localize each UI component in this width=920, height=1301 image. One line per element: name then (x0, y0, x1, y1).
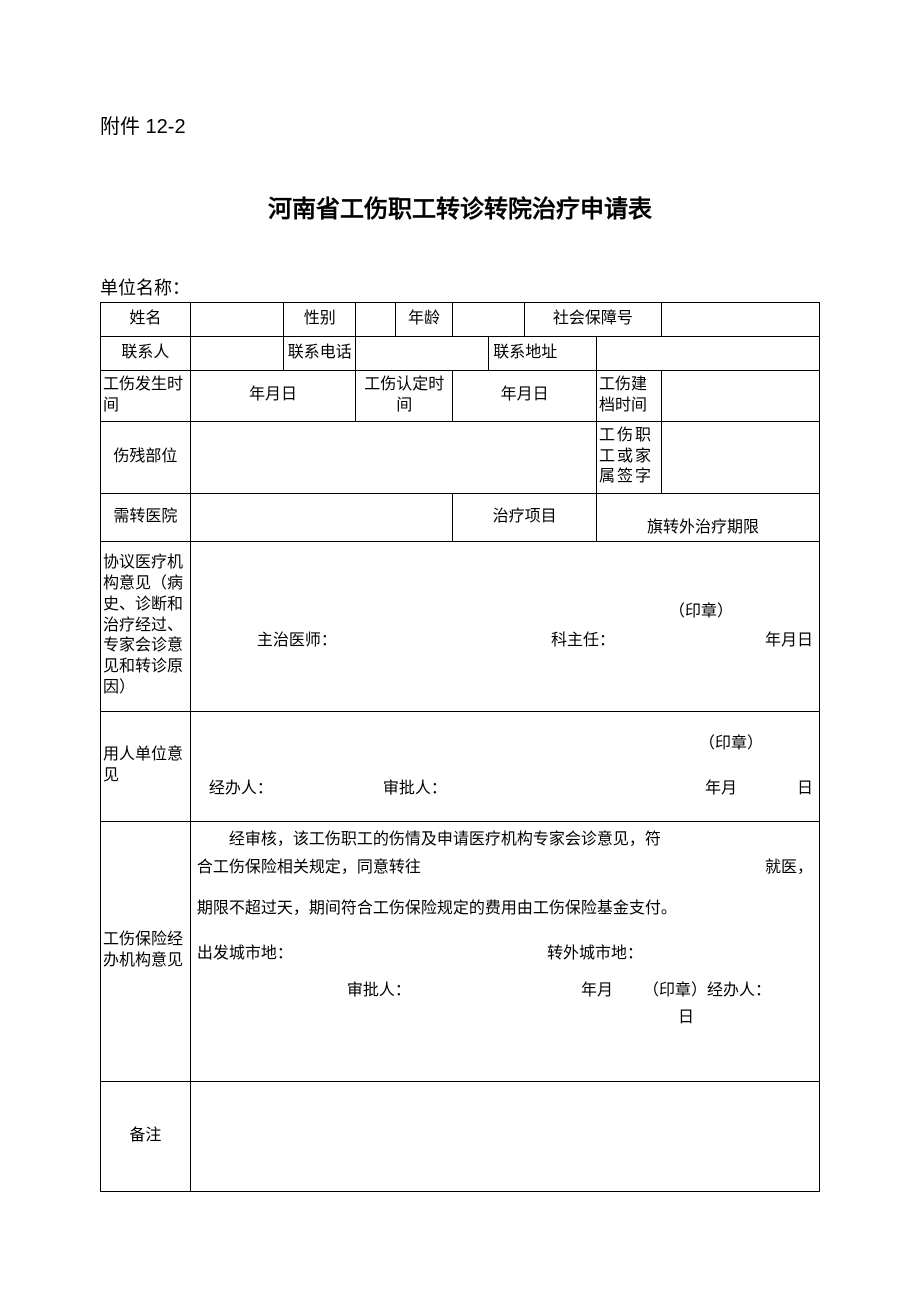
label-arrive: 转外城市地： (547, 940, 643, 969)
ins-line3: 期限不超过天，期间符合工伤保险规定的费用由工伤保险基金支付。 (197, 895, 813, 924)
label-transfer-hospital: 需转医院 (101, 493, 191, 541)
table-row: 工伤发生时间 年月日 工伤认定时间 年月日 工伤建档时间 (101, 371, 820, 422)
label-ym2: 年月 (581, 977, 613, 1006)
label-d2: 日 (678, 1004, 813, 1033)
label-name: 姓名 (101, 303, 191, 337)
label-d: 日 (797, 776, 813, 802)
field-injury-part[interactable] (190, 421, 596, 493)
label-ym: 年月 (705, 776, 737, 802)
field-address[interactable] (597, 337, 820, 371)
field-phone[interactable] (356, 337, 489, 371)
field-age[interactable] (453, 303, 525, 337)
field-injury-date[interactable]: 年月日 (190, 371, 355, 422)
seal-handler: （印章）经办人： (643, 977, 813, 1006)
field-signature[interactable] (661, 421, 819, 493)
field-name[interactable] (190, 303, 283, 337)
field-contact[interactable] (190, 337, 283, 371)
organization-label: 单位名称： (100, 274, 820, 300)
label-injury-date: 工伤发生时间 (101, 371, 191, 422)
label-contact: 联系人 (101, 337, 191, 371)
ins-line1: 经审核，该工伤职工的伤情及申请医疗机构专家会诊意见，符 (197, 826, 813, 855)
label-approver2: 审批人： (347, 977, 411, 1006)
table-row: 备注 (101, 1081, 820, 1191)
table-row: 工伤保险经办机构意见 经审核，该工伤职工的伤情及申请医疗机构专家会诊意见，符 合… (101, 821, 820, 1081)
label-treatment-item: 治疗项目 (453, 493, 597, 541)
table-row: 协议医疗机构意见（病史、诊断和治疗经过、专家会诊意见和转诊原因） （印章） 主治… (101, 541, 820, 711)
field-medical-opinion[interactable]: （印章） 主治医师： 科主任： 年月日 (190, 541, 819, 711)
field-file-date[interactable] (661, 371, 819, 422)
field-confirm-date[interactable]: 年月日 (453, 371, 597, 422)
label-date: 年月日 (765, 628, 813, 654)
field-ssn[interactable] (661, 303, 819, 337)
table-row: 联系人 联系电话 联系地址 (101, 337, 820, 371)
label-signature: 工伤职工或家属签字 (597, 421, 662, 493)
field-gender[interactable] (356, 303, 396, 337)
seal-label: （印章） (197, 731, 813, 757)
field-insurance-opinion[interactable]: 经审核，该工伤职工的伤情及申请医疗机构专家会诊意见，符 合工伤保险相关规定，同意… (190, 821, 819, 1081)
label-employer-opinion: 用人单位意见 (101, 711, 191, 821)
form-title: 河南省工伤职工转诊转院治疗申请表 (100, 189, 820, 224)
label-injury-part: 伤残部位 (101, 421, 191, 493)
label-approver: 审批人： (383, 776, 447, 802)
field-employer-opinion[interactable]: （印章） 经办人： 审批人： 年月 日 (190, 711, 819, 821)
label-attending: 主治医师： (257, 628, 337, 654)
seal-label: （印章） (197, 599, 813, 625)
field-remark[interactable] (190, 1081, 819, 1191)
table-row: 需转医院 治疗项目 旗转外治疗期限 (101, 493, 820, 541)
label-gender: 性别 (284, 303, 356, 337)
label-treatment-period: 旗转外治疗期限 (597, 493, 820, 541)
table-row: 用人单位意见 （印章） 经办人： 审批人： 年月 日 (101, 711, 820, 821)
table-row: 伤残部位 工伤职工或家属签字 (101, 421, 820, 493)
label-insurance-opinion: 工伤保险经办机构意见 (101, 821, 191, 1081)
application-form-table: 姓名 性别 年龄 社会保障号 联系人 联系电话 联系地址 工伤发生时间 年月日 … (100, 302, 820, 1192)
field-transfer-hospital[interactable] (190, 493, 452, 541)
label-medical-opinion: 协议医疗机构意见（病史、诊断和治疗经过、专家会诊意见和转诊原因） (101, 541, 191, 711)
label-depart: 出发城市地： (197, 940, 293, 969)
ins-line2b: 就医， (765, 854, 813, 883)
label-age: 年龄 (395, 303, 453, 337)
ins-line2a: 合工伤保险相关规定，同意转往 (197, 854, 421, 883)
label-phone: 联系电话 (284, 337, 356, 371)
label-remark: 备注 (101, 1081, 191, 1191)
label-confirm-date: 工伤认定时间 (356, 371, 453, 422)
label-file-date: 工伤建档时间 (597, 371, 662, 422)
attachment-label: 附件 12-2 (100, 110, 820, 139)
label-handler: 经办人： (209, 776, 273, 802)
table-row: 姓名 性别 年龄 社会保障号 (101, 303, 820, 337)
label-ssn: 社会保障号 (525, 303, 662, 337)
label-dept-head: 科主任： (551, 628, 615, 654)
label-address: 联系地址 (489, 337, 597, 371)
